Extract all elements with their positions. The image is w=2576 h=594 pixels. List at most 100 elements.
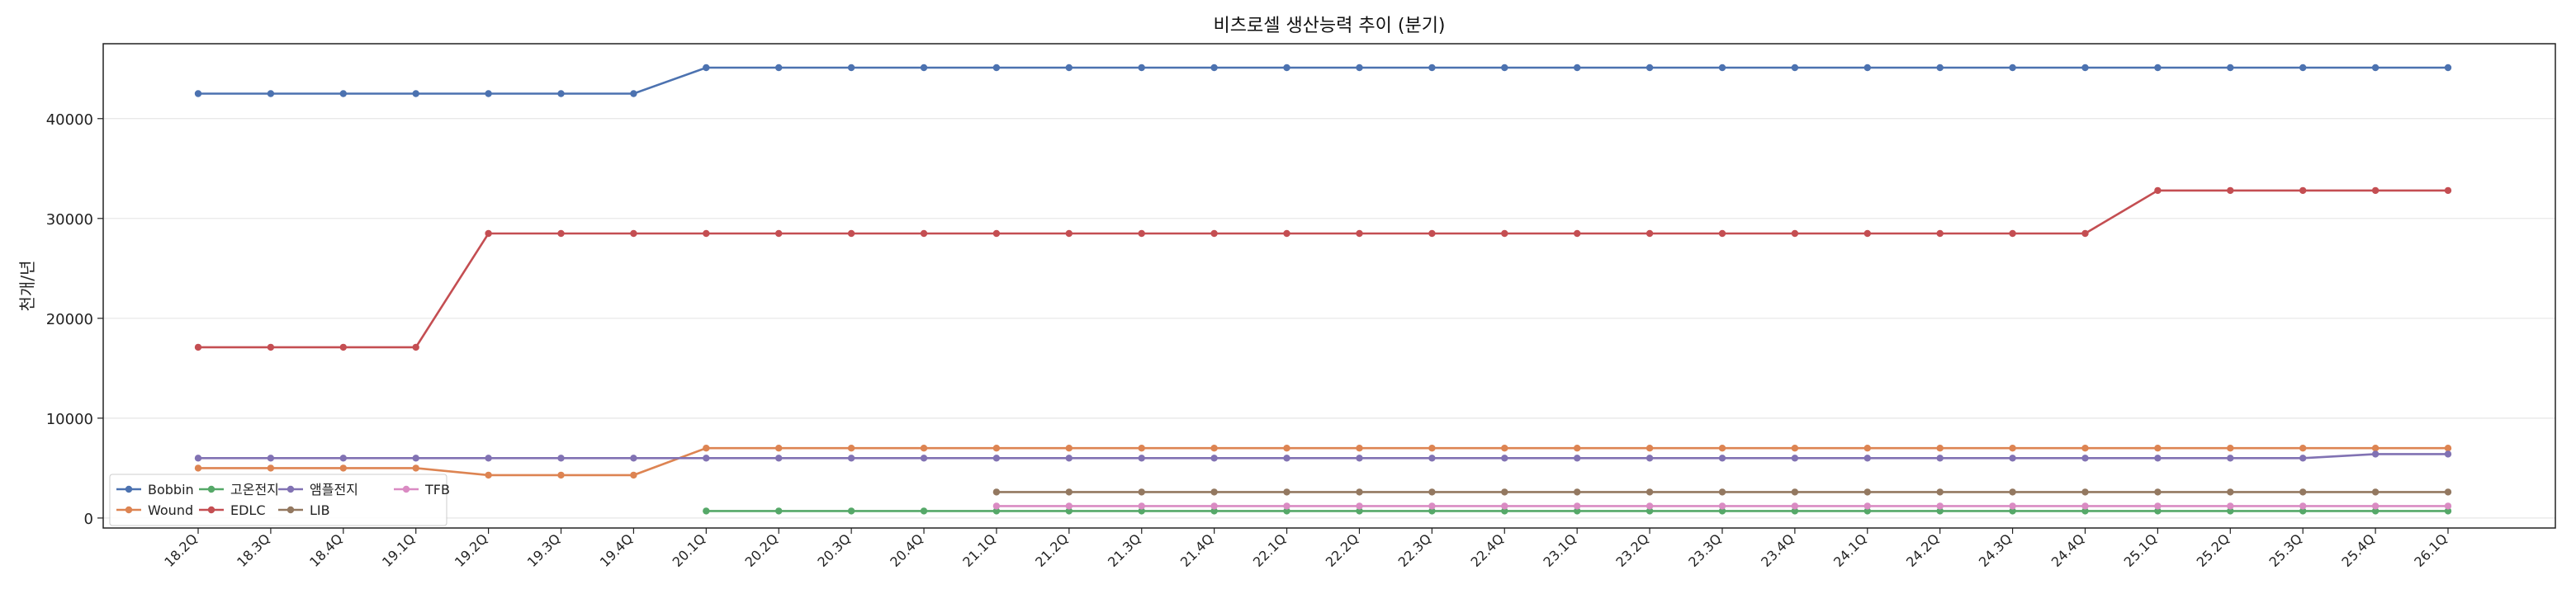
data-point [1791, 229, 1799, 238]
data-point [1210, 507, 1218, 515]
data-point [2371, 186, 2379, 195]
data-point [992, 445, 1001, 452]
data-point [630, 229, 637, 238]
data-point [992, 507, 1001, 515]
data-point [1283, 64, 1290, 72]
data-point [1646, 507, 1654, 515]
legend-marker [402, 485, 410, 493]
axes [102, 43, 2556, 529]
legend-item: Wound [116, 502, 193, 518]
data-point [1936, 455, 1944, 462]
data-point [2009, 507, 2016, 515]
data-point [1428, 445, 1436, 452]
plot-frame [102, 43, 2556, 529]
data-point [2444, 488, 2452, 496]
data-point [920, 507, 928, 515]
data-point [2227, 186, 2234, 195]
legend-marker [286, 506, 295, 514]
data-point [2444, 186, 2452, 195]
data-point [1138, 502, 1145, 510]
series-group [703, 507, 2452, 515]
data-point [1646, 488, 1654, 496]
data-point [1501, 445, 1508, 452]
data-point [1210, 445, 1218, 452]
legend-item: 고온전지 [199, 482, 279, 497]
data-point [485, 90, 492, 97]
data-point [1574, 455, 1581, 462]
y-tick-label: 40000 [46, 111, 93, 129]
data-point [412, 90, 419, 97]
data-point [920, 445, 928, 452]
data-point [703, 229, 710, 238]
data-point [920, 455, 928, 462]
data-point [2444, 64, 2452, 72]
series-group [194, 445, 2452, 479]
data-point [1646, 64, 1654, 72]
data-point [1646, 455, 1654, 462]
data-point [1428, 455, 1436, 462]
data-point [1428, 229, 1436, 238]
data-point [703, 64, 710, 72]
data-point [2009, 229, 2016, 238]
data-point [267, 455, 275, 462]
data-point [557, 90, 565, 97]
legend-item: Bobbin [116, 482, 194, 497]
data-point [1501, 507, 1508, 515]
data-point [1936, 502, 1944, 510]
data-point [992, 502, 1001, 510]
data-point [1210, 455, 1218, 462]
data-point [992, 229, 1001, 238]
data-point [1356, 488, 1363, 496]
data-point [1356, 445, 1363, 452]
data-point [1138, 229, 1145, 238]
data-point [2154, 502, 2162, 510]
legend-item: 앰플전지 [278, 482, 358, 497]
data-point [2444, 507, 2452, 515]
data-point [485, 229, 492, 238]
data-point [267, 90, 275, 97]
legend-marker [125, 485, 133, 493]
data-point [1283, 229, 1290, 238]
data-point [1428, 64, 1436, 72]
data-point [2444, 502, 2452, 510]
series-group [194, 64, 2452, 97]
legend-label: 앰플전지 [310, 482, 358, 497]
data-point [2154, 507, 2162, 515]
data-point [630, 90, 637, 97]
data-point [1718, 502, 1726, 510]
data-point [2081, 455, 2089, 462]
legend-marker [207, 506, 215, 514]
data-point [847, 455, 855, 462]
series-group [992, 502, 2452, 510]
data-point [2081, 445, 2089, 452]
data-point [2227, 488, 2234, 496]
data-point [1718, 64, 1726, 72]
legend-marker [286, 485, 295, 493]
data-point [1356, 229, 1363, 238]
legend-label: LIB [310, 502, 330, 518]
legend-label: 고온전지 [230, 482, 279, 497]
data-point [194, 343, 202, 351]
y-tick-label: 20000 [46, 311, 93, 328]
data-point [339, 455, 347, 462]
data-point [1718, 455, 1726, 462]
data-point [992, 64, 1001, 72]
data-point [1283, 488, 1290, 496]
data-point [1356, 507, 1363, 515]
data-point [2009, 64, 2016, 72]
chart-title: 비츠로셀 생산능력 추이 (분기) [1213, 16, 1445, 36]
data-point [2227, 64, 2234, 72]
data-point [412, 343, 419, 351]
data-point [1138, 445, 1145, 452]
data-point [485, 455, 492, 462]
data-point [1428, 488, 1436, 496]
data-point [1283, 445, 1290, 452]
data-point [194, 464, 202, 472]
data-point [2009, 455, 2016, 462]
data-point [1428, 502, 1436, 510]
data-point [775, 64, 783, 72]
data-point [630, 471, 637, 479]
data-point [1065, 507, 1073, 515]
data-point [992, 455, 1001, 462]
